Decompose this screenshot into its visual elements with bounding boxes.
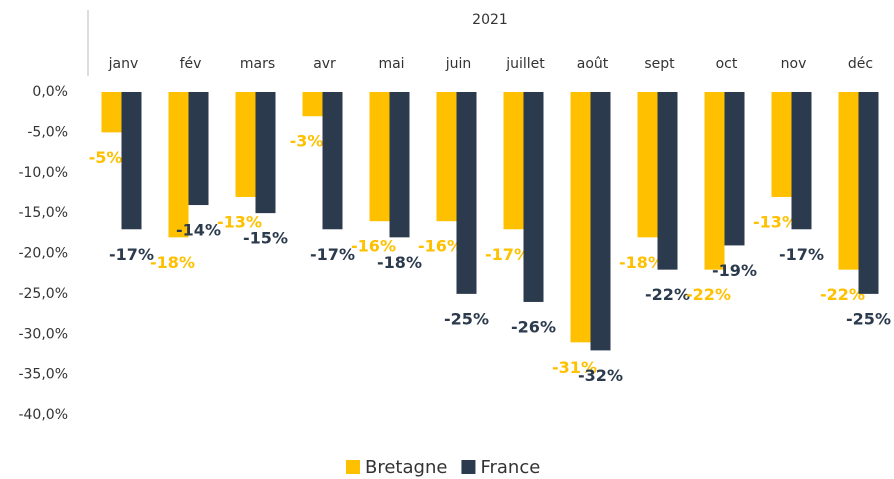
- bar: [637, 92, 658, 238]
- legend-label: Bretagne: [365, 457, 447, 478]
- data-label: -19%: [712, 261, 757, 280]
- data-label: -22%: [686, 285, 731, 304]
- bar: [188, 92, 209, 206]
- bar: [503, 92, 524, 230]
- y-tick-label: -5,0%: [27, 124, 68, 140]
- bar: [590, 92, 611, 351]
- data-label: -17%: [109, 245, 154, 264]
- legend-swatch: [461, 460, 476, 474]
- bar: [436, 92, 457, 222]
- bar: [255, 92, 276, 214]
- data-label: -15%: [243, 229, 288, 248]
- data-label: -13%: [217, 212, 262, 231]
- bar: [523, 92, 544, 302]
- x-tick-label: août: [577, 56, 609, 72]
- data-label: -32%: [578, 366, 623, 385]
- bar: [570, 92, 591, 343]
- data-label: -13%: [753, 212, 798, 231]
- x-tick-label: oct: [716, 56, 738, 72]
- bar: [389, 92, 410, 238]
- x-tick-label: juin: [445, 56, 472, 72]
- bar: [101, 92, 122, 133]
- data-label: -26%: [511, 317, 556, 336]
- x-tick-label: mars: [240, 56, 275, 72]
- legend-label: France: [480, 457, 540, 478]
- x-tick-label: janv: [108, 56, 139, 72]
- x-tick-label: déc: [848, 56, 873, 72]
- y-tick-label: -15,0%: [18, 205, 68, 221]
- y-tick-label: -20,0%: [18, 246, 68, 262]
- data-label: -18%: [150, 253, 195, 272]
- data-label: -31%: [552, 358, 597, 377]
- bar: [838, 92, 859, 270]
- x-tick-label: fév: [180, 56, 202, 72]
- y-tick-label: -35,0%: [18, 367, 68, 383]
- x-tick-label: nov: [781, 56, 807, 72]
- x-tick-label: avr: [313, 56, 336, 72]
- bar: [791, 92, 812, 230]
- data-label: -17%: [779, 245, 824, 264]
- bar: [724, 92, 745, 246]
- bar: [168, 92, 189, 238]
- y-tick-label: -30,0%: [18, 326, 68, 342]
- data-label: -17%: [485, 245, 530, 264]
- bar: [235, 92, 256, 197]
- bar: [456, 92, 477, 294]
- y-tick-label: -10,0%: [18, 165, 68, 181]
- data-label: -25%: [846, 309, 891, 328]
- chart-title: 2021: [472, 12, 508, 28]
- data-label: -18%: [377, 253, 422, 272]
- data-label: -5%: [89, 148, 123, 167]
- data-label: -22%: [820, 285, 865, 304]
- bar: [858, 92, 879, 294]
- legend-swatch: [346, 460, 360, 474]
- bar: [704, 92, 725, 270]
- x-tick-label: sept: [644, 56, 675, 72]
- bar: [121, 92, 142, 230]
- y-tick-label: -25,0%: [18, 286, 68, 302]
- bar: [369, 92, 390, 222]
- x-tick-label: mai: [378, 56, 404, 72]
- bar: [302, 92, 323, 117]
- y-tick-label: 0,0%: [32, 84, 68, 100]
- bar: [322, 92, 343, 230]
- bar: [771, 92, 792, 197]
- y-tick-label: -40,0%: [18, 407, 68, 423]
- data-label: -25%: [444, 309, 489, 328]
- data-label: -16%: [418, 237, 463, 256]
- data-label: -18%: [619, 253, 664, 272]
- x-tick-label: juillet: [505, 56, 545, 72]
- bar: [657, 92, 678, 270]
- data-label: -16%: [351, 237, 396, 256]
- data-label: -14%: [176, 221, 221, 240]
- data-label: -3%: [290, 132, 324, 151]
- data-label: -17%: [310, 245, 355, 264]
- data-label: -22%: [645, 285, 690, 304]
